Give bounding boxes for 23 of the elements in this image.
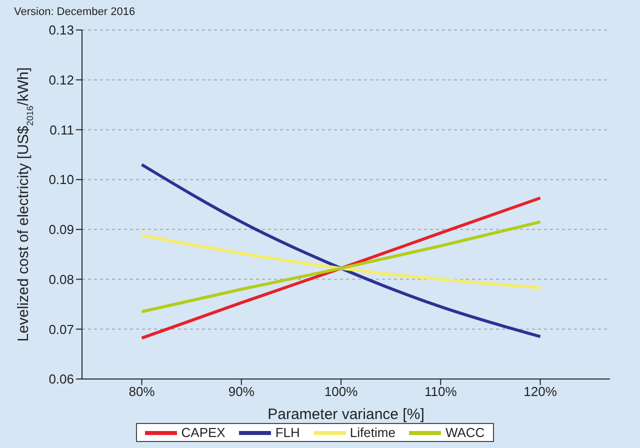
x-tick-label: 90% <box>228 384 255 400</box>
text: Version: December 2016 <box>14 6 136 18</box>
line-series <box>140 220 542 314</box>
y-tick-label: 0.07 <box>48 322 74 337</box>
x-tick-label: 120% <box>524 384 558 400</box>
line-series <box>140 163 542 338</box>
y-tick-label: 0.11 <box>50 122 74 138</box>
y-tick-label: 0.08 <box>48 272 74 287</box>
y-tick-label: 0.13 <box>48 22 74 38</box>
y-tick-label: 0.09 <box>48 222 74 238</box>
legend-label: FLH <box>274 425 300 440</box>
x-tick-label: 110% <box>424 384 458 400</box>
x-tick-label: 80% <box>128 384 156 400</box>
y-tick-label: 0.12 <box>48 72 74 88</box>
y-tick-label: 0.10 <box>48 172 74 188</box>
x-axis-title: Parameter variance [%] <box>268 406 424 423</box>
legend-label: CAPEX <box>180 425 226 440</box>
x-tick-label: 100% <box>324 384 358 400</box>
legend-label: WACC <box>444 425 485 440</box>
y-tick-label: 0.06 <box>48 372 74 387</box>
line-series <box>140 196 542 340</box>
line-series <box>140 234 542 290</box>
legend-label: Lifetime <box>348 425 396 440</box>
